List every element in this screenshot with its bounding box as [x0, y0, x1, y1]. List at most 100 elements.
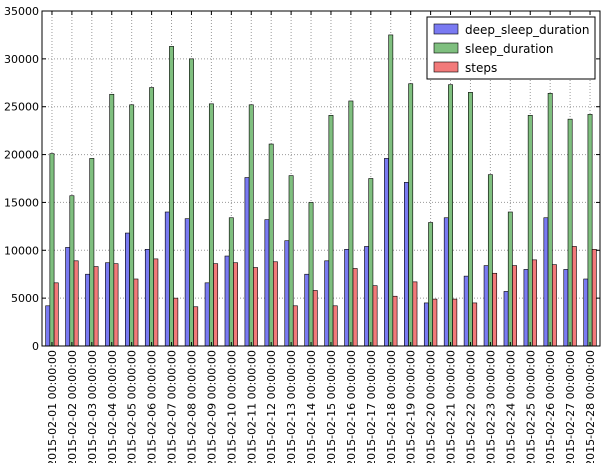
bar-deep-sleep-duration — [284, 240, 290, 347]
x-tick-label: 2015-02-10 00:00:00 — [225, 350, 238, 463]
bar-sleep-duration — [228, 217, 234, 347]
bar-deep-sleep-duration — [164, 211, 170, 347]
bar-deep-sleep-duration — [65, 247, 71, 347]
bar-sleep-duration — [208, 103, 214, 347]
y-axis: 0 5000 10000 15000 20000 25000 30000 35000 — [4, 5, 600, 353]
bar-sleep-duration — [388, 34, 394, 347]
x-tick-label: 2015-02-05 00:00:00 — [126, 350, 139, 463]
x-tick-label: 2015-02-17 00:00:00 — [365, 350, 378, 463]
bar-deep-sleep-duration — [503, 291, 509, 347]
x-tick-label: 2015-02-16 00:00:00 — [345, 350, 358, 463]
bar-sleep-duration — [348, 100, 354, 347]
bar-deep-sleep-duration — [523, 269, 529, 347]
bar-deep-sleep-duration — [144, 249, 150, 347]
bar-deep-sleep-duration — [105, 262, 110, 347]
bar-deep-sleep-duration — [224, 255, 230, 347]
bar-steps — [492, 272, 498, 347]
plot-frame — [41, 10, 601, 347]
bar-sleep-duration — [288, 175, 294, 347]
x-tick-label: 2015-02-06 00:00:00 — [146, 350, 159, 463]
bar-steps — [432, 298, 438, 347]
bar-sleep-duration — [487, 174, 493, 347]
bar-sleep-duration — [567, 118, 573, 347]
bar-steps — [551, 264, 557, 347]
y-tick-label: 20000 — [4, 149, 39, 162]
bar-deep-sleep-duration — [483, 265, 489, 347]
x-tick-label: 2015-02-03 00:00:00 — [86, 350, 99, 463]
bar-deep-sleep-duration — [463, 275, 469, 347]
bar-steps — [512, 265, 517, 347]
x-axis: 2015-02-01 00:00:00 2015-02-02 00:00:00 20… — [46, 11, 597, 463]
x-tick-label: 2015-02-22 00:00:00 — [464, 350, 477, 463]
x-tick-label: 2015-02-28 00:00:00 — [584, 350, 597, 463]
bar-sleep-duration — [109, 93, 115, 347]
bar-deep-sleep-duration — [583, 278, 589, 347]
x-tick-label: 2015-02-20 00:00:00 — [425, 350, 438, 463]
bar-deep-sleep-duration — [244, 177, 250, 347]
x-tick-label: 2015-02-11 00:00:00 — [245, 350, 258, 463]
x-tick-label: 2015-02-13 00:00:00 — [285, 350, 298, 463]
x-tick-label: 2015-02-18 00:00:00 — [385, 350, 398, 463]
bar-sleep-duration — [308, 202, 314, 347]
x-tick-label: 2015-02-12 00:00:00 — [265, 350, 278, 463]
bar-steps — [213, 263, 219, 347]
legend-swatch — [433, 23, 459, 35]
x-tick-label: 2015-02-09 00:00:00 — [205, 350, 218, 463]
bar-sleep-duration — [189, 58, 194, 347]
bar-steps — [472, 302, 478, 347]
bar-sleep-duration — [49, 153, 55, 347]
x-tick-label: 2015-02-27 00:00:00 — [564, 350, 577, 463]
x-tick-label: 2015-02-21 00:00:00 — [445, 350, 458, 463]
bar-steps — [532, 259, 537, 347]
legend-swatch — [433, 61, 459, 73]
bar-deep-sleep-duration — [543, 217, 549, 347]
bar-steps — [352, 268, 358, 347]
x-tick-label: 2015-02-07 00:00:00 — [166, 350, 179, 463]
bar-sleep-duration — [448, 84, 453, 347]
bar-deep-sleep-duration — [204, 282, 210, 347]
bar-deep-sleep-duration — [184, 218, 190, 347]
x-tick-label: 2015-02-04 00:00:00 — [106, 350, 119, 463]
bar-deep-sleep-duration — [324, 260, 330, 347]
x-tick-label: 2015-02-26 00:00:00 — [544, 350, 557, 463]
bar-sleep-duration — [428, 222, 434, 347]
bar-steps — [332, 305, 338, 347]
y-tick-label: 5000 — [11, 292, 39, 305]
bar-deep-sleep-duration — [45, 305, 51, 347]
bar-sleep-duration — [129, 104, 135, 347]
bar-deep-sleep-duration — [443, 217, 449, 347]
x-tick-label: 2015-02-15 00:00:00 — [325, 350, 338, 463]
bar-sleep-duration — [468, 92, 473, 347]
bar-steps — [272, 261, 278, 347]
bar-steps — [412, 281, 418, 347]
bar-steps — [53, 282, 59, 347]
bar-deep-sleep-duration — [264, 219, 270, 347]
legend-label: sleep_duration — [465, 42, 553, 56]
bar-steps — [312, 290, 318, 347]
bar-sleep-duration — [69, 195, 75, 347]
x-tick-label: 2015-02-14 00:00:00 — [305, 350, 318, 463]
bar-sleep-duration — [149, 87, 155, 347]
bar-sleep-duration — [368, 178, 374, 347]
x-tick-label: 2015-02-02 00:00:00 — [66, 350, 79, 463]
bar-steps — [233, 262, 238, 347]
bar-sleep-duration — [547, 93, 553, 347]
y-tick-label: 10000 — [4, 244, 39, 257]
x-tick-label: 2015-02-25 00:00:00 — [524, 350, 537, 463]
bar-deep-sleep-duration — [304, 273, 310, 347]
bar-steps — [193, 306, 199, 347]
bar-sleep-duration — [527, 115, 533, 347]
y-tick-label: 35000 — [4, 5, 39, 18]
bar-steps — [372, 285, 378, 347]
x-tick-label: 2015-02-01 00:00:00 — [46, 350, 59, 463]
bar-steps — [113, 263, 119, 347]
legend-label: deep_sleep_duration — [465, 23, 589, 37]
bar-deep-sleep-duration — [344, 249, 350, 347]
bar-steps — [73, 260, 79, 347]
bar-deep-sleep-duration — [563, 269, 569, 347]
bar-sleep-duration — [268, 143, 274, 347]
x-tick-label: 2015-02-23 00:00:00 — [484, 350, 497, 463]
bar-steps — [571, 246, 577, 347]
